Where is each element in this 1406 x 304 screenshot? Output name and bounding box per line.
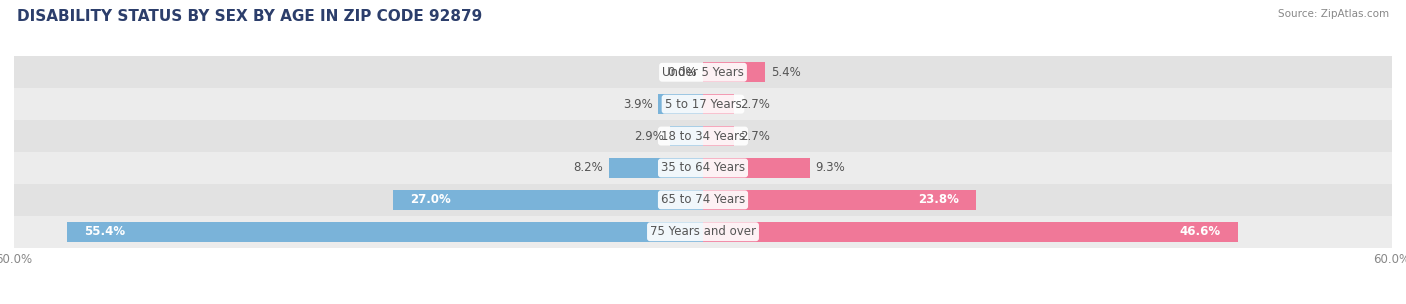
Bar bbox=[67, 222, 703, 242]
Text: 65 to 74 Years: 65 to 74 Years bbox=[661, 193, 745, 206]
Text: 18 to 34 Years: 18 to 34 Years bbox=[661, 130, 745, 143]
Bar bbox=[14, 184, 1392, 216]
Bar bbox=[14, 88, 1392, 120]
Text: 5.4%: 5.4% bbox=[770, 66, 800, 79]
Text: 35 to 64 Years: 35 to 64 Years bbox=[661, 161, 745, 174]
Bar bbox=[14, 120, 1392, 152]
Bar bbox=[669, 126, 703, 146]
Bar bbox=[609, 158, 703, 178]
Bar bbox=[14, 152, 1392, 184]
Bar bbox=[658, 94, 703, 114]
Bar bbox=[703, 158, 810, 178]
Text: 2.9%: 2.9% bbox=[634, 130, 664, 143]
Bar bbox=[703, 190, 976, 210]
Bar bbox=[703, 222, 1239, 242]
Bar bbox=[14, 216, 1392, 248]
Text: 3.9%: 3.9% bbox=[623, 98, 652, 111]
Text: 9.3%: 9.3% bbox=[815, 161, 845, 174]
Text: 27.0%: 27.0% bbox=[411, 193, 451, 206]
Text: 8.2%: 8.2% bbox=[574, 161, 603, 174]
Text: 55.4%: 55.4% bbox=[84, 225, 125, 238]
Text: Under 5 Years: Under 5 Years bbox=[662, 66, 744, 79]
Bar bbox=[392, 190, 703, 210]
Text: 5 to 17 Years: 5 to 17 Years bbox=[665, 98, 741, 111]
Text: 2.7%: 2.7% bbox=[740, 130, 769, 143]
Bar bbox=[14, 56, 1392, 88]
Text: 2.7%: 2.7% bbox=[740, 98, 769, 111]
Text: 75 Years and over: 75 Years and over bbox=[650, 225, 756, 238]
Text: 23.8%: 23.8% bbox=[918, 193, 959, 206]
Bar bbox=[703, 94, 734, 114]
Text: 0.0%: 0.0% bbox=[668, 66, 697, 79]
Text: Source: ZipAtlas.com: Source: ZipAtlas.com bbox=[1278, 9, 1389, 19]
Bar bbox=[703, 126, 734, 146]
Text: DISABILITY STATUS BY SEX BY AGE IN ZIP CODE 92879: DISABILITY STATUS BY SEX BY AGE IN ZIP C… bbox=[17, 9, 482, 24]
Bar bbox=[703, 62, 765, 82]
Text: 46.6%: 46.6% bbox=[1180, 225, 1220, 238]
